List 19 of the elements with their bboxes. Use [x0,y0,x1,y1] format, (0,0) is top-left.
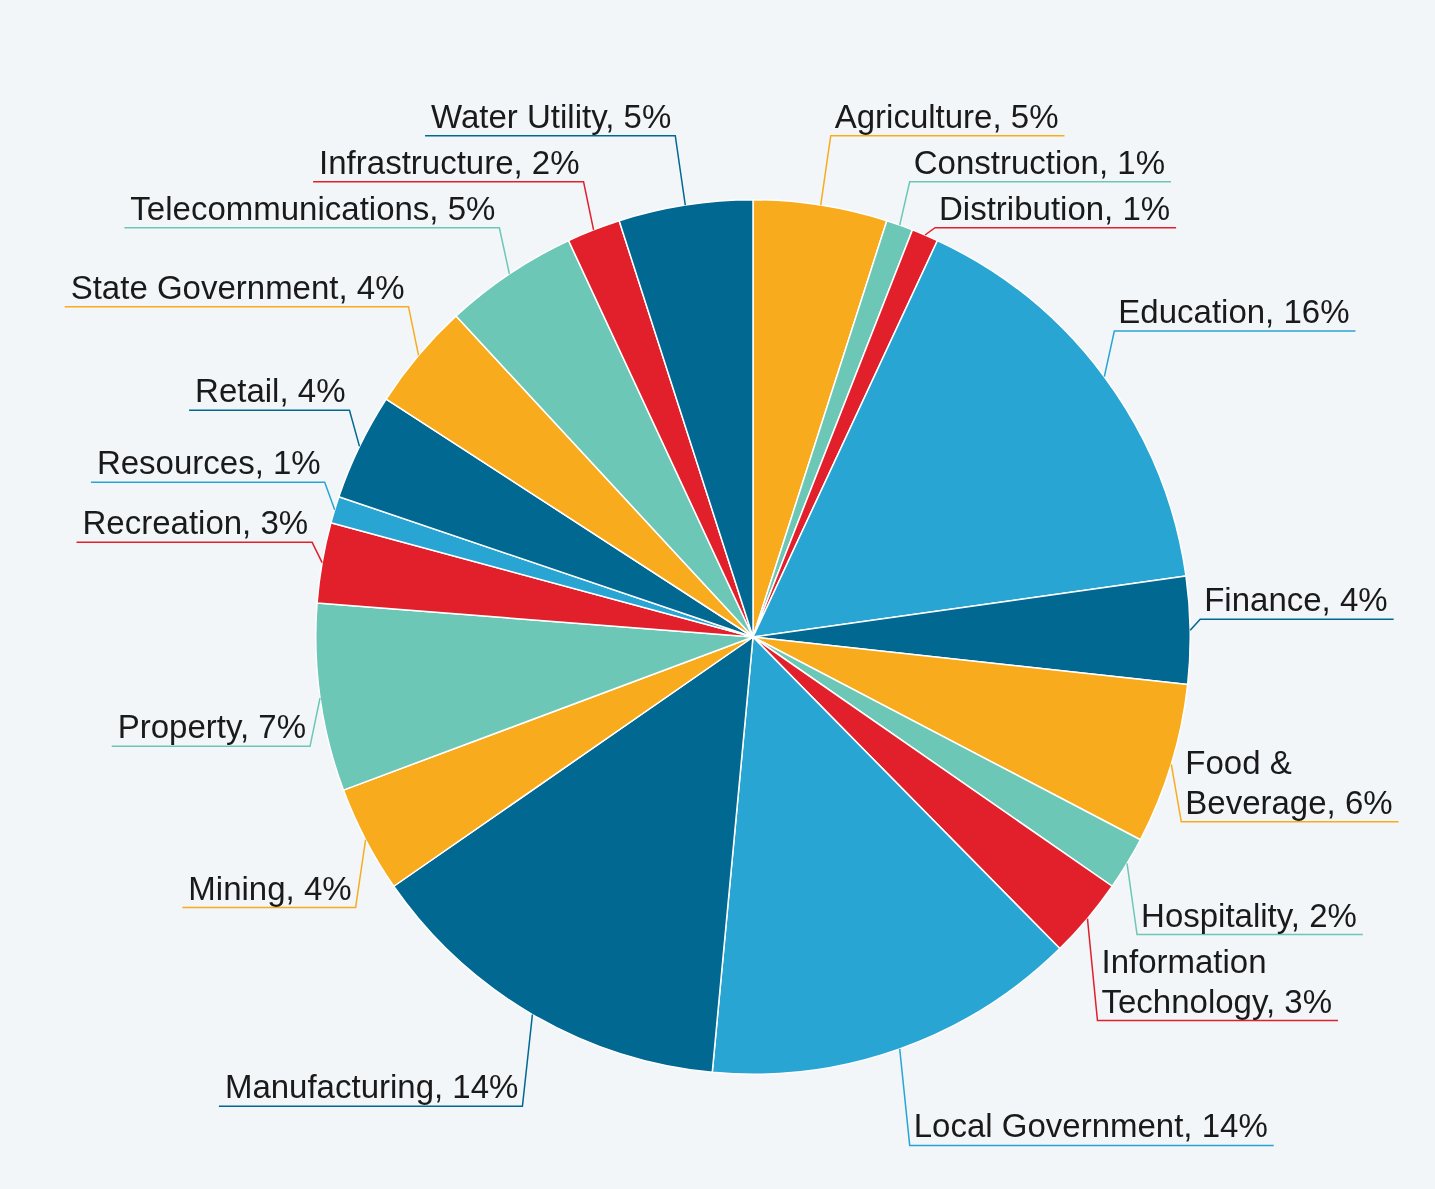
slice-label: Hospitality, 2% [1141,896,1357,934]
slice-label: Finance, 4% [1204,581,1388,619]
slice-label: Manufacturing, 14% [224,1068,519,1106]
slice-label: Telecommunications, 5% [130,189,496,227]
slice-label: Retail, 4% [195,372,346,410]
slice-label: Distribution, 1% [939,189,1171,227]
slice-label: State Government, 4% [70,268,405,306]
slice-label: Water Utility, 5% [431,97,672,135]
slice-label: Mining, 4% [188,869,352,907]
slice-label: Infrastructure, 2% [319,143,580,181]
slice-label: Information Technology, 3% [1101,942,1333,1020]
slice-label: Education, 16% [1118,292,1350,330]
slice-label: Agriculture, 5% [834,97,1059,135]
slice-label: Recreation, 3% [82,504,309,542]
slice-label: Property, 7% [117,708,307,746]
slice-label: Resources, 1% [96,444,321,482]
slice-label: Food & Beverage, 6% [1185,743,1393,821]
slice-label: Local Government, 14% [913,1107,1268,1145]
slice-label: Construction, 1% [913,143,1165,181]
